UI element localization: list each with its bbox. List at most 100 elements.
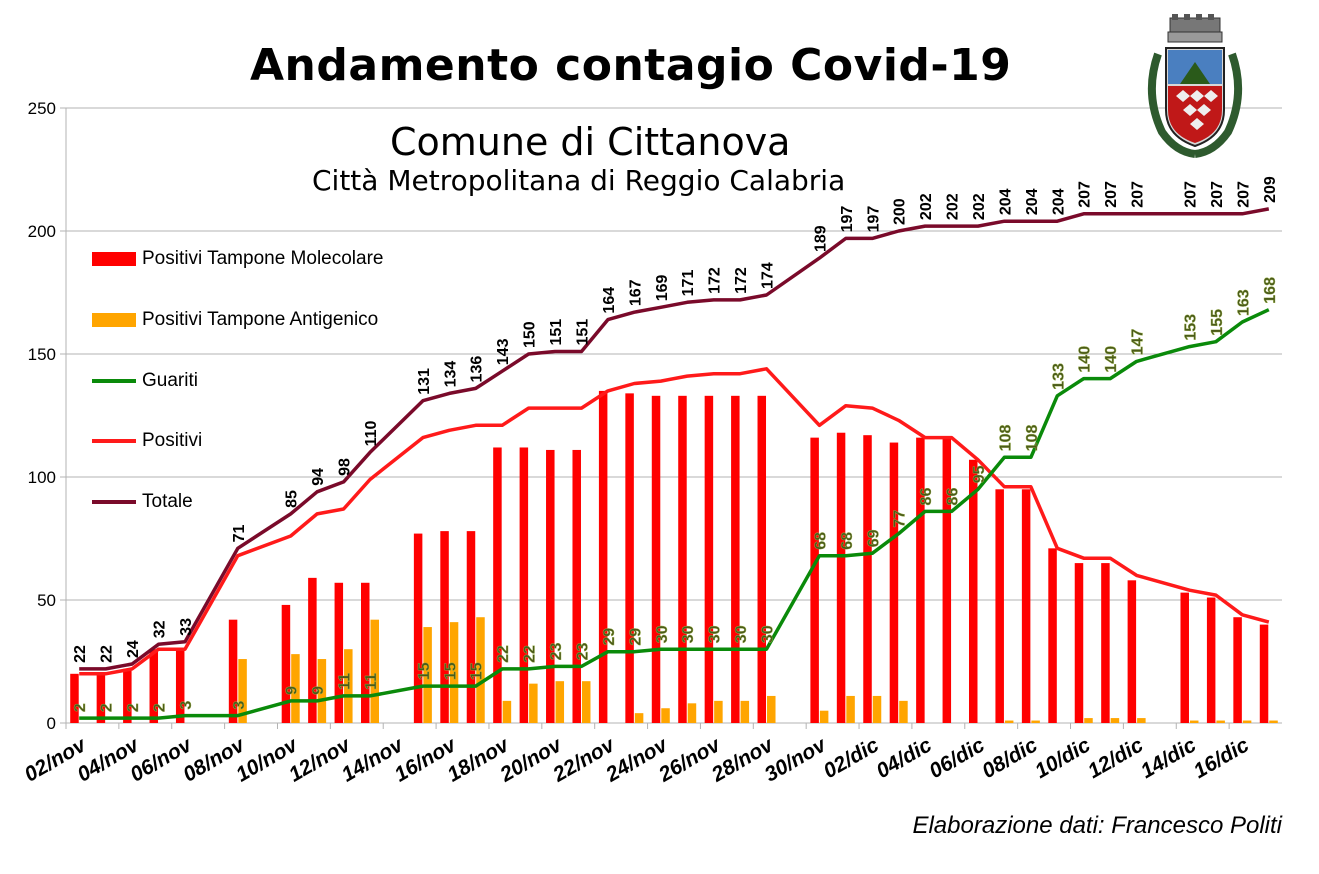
legend-swatch-totale: [92, 500, 136, 504]
crest-wreath: [1147, 52, 1243, 158]
data-label-totale: 85: [284, 490, 301, 508]
line-totale: [79, 207, 1270, 671]
y-tick-label: 50: [37, 591, 56, 610]
bar-antigenico: [370, 619, 379, 723]
data-label-guariti: 9: [310, 686, 327, 695]
data-label-guariti: 30: [654, 625, 671, 643]
data-label-totale: 174: [760, 262, 777, 289]
data-label-guariti: 108: [1024, 425, 1041, 452]
bar-molecolare: [413, 533, 423, 723]
data-label-guariti: 68: [812, 532, 829, 550]
bar-molecolare: [1180, 592, 1189, 723]
data-label-guariti: 3: [231, 701, 248, 710]
data-label-totale: 71: [231, 524, 248, 542]
line-guariti: [79, 308, 1270, 720]
legend-item-molecolare: Positivi Tampone Molecolare: [92, 244, 384, 274]
data-label-totale: 207: [1209, 181, 1226, 208]
data-label-guariti: 30: [707, 625, 724, 643]
bar-molecolare: [625, 393, 634, 723]
x-tick-label: 02/dic: [820, 733, 883, 783]
data-label-totale: 172: [733, 267, 750, 294]
data-label-totale: 24: [125, 640, 142, 658]
data-label-guariti: 22: [522, 645, 539, 663]
data-label-guariti: 11: [363, 673, 380, 690]
bar-molecolare: [678, 395, 687, 723]
y-tick-label: 0: [47, 714, 56, 733]
bar-antigenico: [476, 617, 485, 723]
bar-antigenico: [238, 659, 247, 723]
data-label-totale: 32: [152, 620, 169, 638]
bar-antigenico: [819, 710, 829, 723]
bar-antigenico: [581, 681, 591, 723]
data-label-guariti: 15: [442, 662, 459, 680]
bar-molecolare: [228, 619, 238, 723]
bar-antigenico: [1189, 720, 1199, 723]
y-tick-label: 250: [28, 99, 56, 118]
bar-molecolare: [308, 577, 317, 723]
data-label-totale: 204: [1050, 188, 1067, 215]
data-label-totale: 207: [1077, 181, 1094, 208]
data-label-totale: 131: [416, 368, 433, 395]
x-tick-label: 06/dic: [925, 733, 988, 783]
data-label-guariti: 23: [548, 643, 565, 661]
city-crest-logo: [1147, 14, 1243, 158]
bar-antigenico: [423, 627, 432, 723]
x-tick-label: 08/dic: [978, 733, 1041, 783]
bar-antigenico: [714, 700, 723, 723]
data-label-totale: 207: [1182, 181, 1199, 208]
data-label-guariti: 2: [99, 703, 116, 712]
bar-molecolare: [572, 449, 581, 723]
bar-antigenico: [1110, 718, 1120, 723]
bar-molecolare: [969, 459, 978, 723]
bar-antigenico: [1269, 720, 1278, 723]
data-label-totale: 200: [892, 198, 909, 225]
bar-molecolare: [836, 432, 846, 723]
legend-swatch-guariti: [92, 379, 136, 383]
bar-molecolare: [810, 437, 819, 723]
bar-molecolare: [281, 604, 291, 723]
bar-antigenico: [767, 695, 776, 723]
data-label-totale: 202: [971, 193, 988, 220]
bar-molecolare: [1048, 548, 1057, 723]
data-label-guariti: 15: [469, 662, 486, 680]
bar-molecolare: [598, 390, 608, 723]
bar-molecolare: [757, 395, 767, 723]
bar-molecolare: [731, 395, 740, 723]
bar-molecolare: [493, 447, 502, 723]
data-label-guariti: 153: [1182, 314, 1199, 341]
legend-swatch-positivi: [92, 439, 136, 443]
data-label-totale: 209: [1262, 176, 1279, 203]
bar-molecolare: [1233, 617, 1242, 723]
data-label-guariti: 3: [178, 701, 195, 710]
data-label-totale: 150: [522, 321, 539, 348]
bar-molecolare: [863, 435, 872, 723]
data-label-totale: 204: [997, 188, 1014, 215]
bar-antigenico: [555, 681, 565, 723]
legend-label-positivi: Positivi: [142, 430, 203, 451]
legend-label-molecolare: Positivi Tampone Molecolare: [142, 248, 384, 269]
data-label-guariti: 147: [1130, 329, 1147, 356]
data-label-totale: 110: [363, 420, 380, 446]
crest-shield: [1165, 47, 1225, 148]
y-tick-label: 100: [28, 468, 56, 487]
bar-antigenico: [1004, 720, 1014, 723]
data-label-totale: 171: [680, 270, 697, 297]
bar-antigenico: [899, 700, 908, 723]
bar-molecolare: [995, 489, 1004, 723]
bar-molecolare: [1101, 563, 1110, 723]
x-tick-label: 16/dic: [1190, 733, 1253, 783]
legend-item-totale: Totale: [92, 487, 193, 517]
bar-molecolare: [70, 673, 79, 723]
bar-molecolare: [889, 442, 899, 723]
chart-title: Andamento contagio Covid-19: [250, 40, 1012, 91]
chart-subsubtitle: Città Metropolitana di Reggio Calabria: [312, 164, 846, 197]
data-label-totale: 134: [442, 361, 459, 388]
bar-molecolare: [175, 649, 185, 723]
data-label-guariti: 140: [1077, 346, 1094, 373]
x-tick-label: 04/dic: [873, 733, 936, 783]
bar-antigenico: [502, 700, 512, 723]
bar-molecolare: [942, 437, 952, 723]
bar-antigenico: [291, 654, 300, 723]
data-label-guariti: 30: [680, 625, 697, 643]
